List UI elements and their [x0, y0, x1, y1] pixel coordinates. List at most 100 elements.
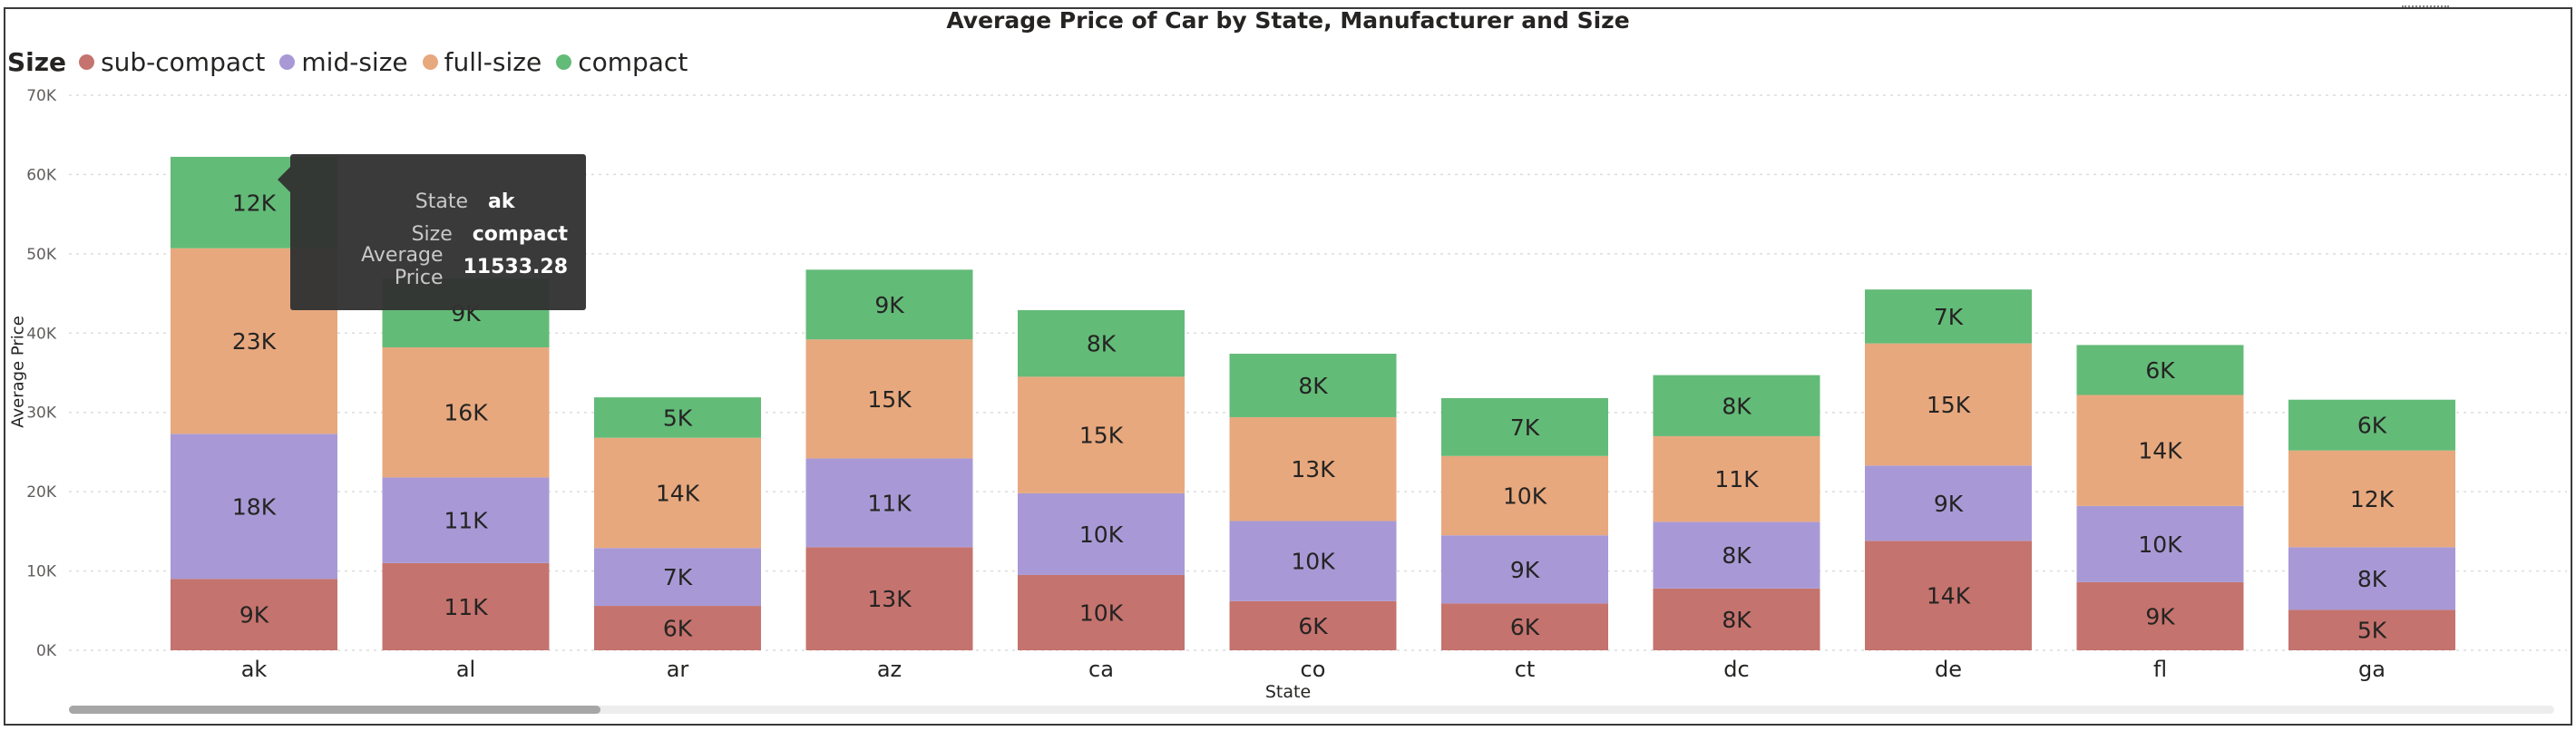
- data-label: 11K: [444, 508, 488, 534]
- bar-full-size-ar[interactable]: [594, 437, 761, 549]
- bar-mid-size-de[interactable]: [1865, 465, 2032, 541]
- bar-sub-compact-dc[interactable]: [1653, 588, 1820, 650]
- bar-full-size-ga[interactable]: [2288, 450, 2455, 548]
- data-label: 18K: [232, 493, 277, 520]
- legend-item-mid-size[interactable]: mid-size: [279, 46, 408, 77]
- legend: Size sub-compact mid-size full-size comp…: [7, 44, 702, 80]
- x-tick-label: az: [877, 657, 902, 682]
- data-label: 6K: [2357, 413, 2387, 439]
- bar-compact-ar[interactable]: [594, 397, 761, 438]
- horizontal-scrollbar-thumb[interactable]: [69, 706, 600, 714]
- bar-compact-ga[interactable]: [2288, 399, 2455, 451]
- bar-mid-size-ga[interactable]: [2288, 547, 2455, 610]
- data-label: 13K: [867, 586, 912, 612]
- tooltip-arrow: [278, 167, 290, 192]
- x-tick-label: ct: [1515, 657, 1536, 682]
- data-label: 9K: [874, 292, 904, 318]
- bar-full-size-dc[interactable]: [1653, 435, 1820, 522]
- bar-compact-ca[interactable]: [1018, 309, 1185, 377]
- bar-mid-size-az[interactable]: [805, 458, 973, 548]
- data-label: 11K: [444, 594, 488, 620]
- bar-sub-compact-al[interactable]: [382, 562, 550, 650]
- bar-sub-compact-de[interactable]: [1865, 541, 2032, 650]
- bar-mid-size-co[interactable]: [1229, 521, 1397, 601]
- y-tick-label: 70K: [26, 87, 57, 105]
- bar-mid-size-dc[interactable]: [1653, 521, 1820, 589]
- legend-label: compact: [578, 46, 688, 77]
- bar-full-size-az[interactable]: [805, 339, 973, 459]
- data-label: 6K: [1510, 614, 1540, 640]
- data-label: 7K: [663, 564, 693, 590]
- bar-mid-size-fl[interactable]: [2076, 505, 2244, 582]
- legend-item-sub-compact[interactable]: sub-compact: [79, 47, 265, 77]
- bar-mid-size-al[interactable]: [382, 477, 550, 563]
- y-tick-label: 20K: [26, 483, 57, 502]
- bar-compact-ct[interactable]: [1441, 397, 1608, 456]
- data-label: 8K: [1087, 331, 1117, 357]
- bar-mid-size-ca[interactable]: [1018, 492, 1185, 575]
- y-tick-label: 60K: [26, 166, 57, 184]
- bar-full-size-de[interactable]: [1865, 343, 2032, 466]
- x-tick-label: ak: [241, 657, 268, 682]
- bar-sub-compact-co[interactable]: [1229, 600, 1397, 650]
- y-tick-label: 0K: [36, 642, 57, 660]
- tooltip-row-state: State ak: [308, 185, 568, 218]
- legend-title: Size: [7, 46, 67, 77]
- bar-sub-compact-ga[interactable]: [2288, 609, 2455, 650]
- bar-sub-compact-az[interactable]: [805, 547, 973, 650]
- data-label: 15K: [867, 386, 912, 413]
- legend-label: mid-size: [301, 46, 408, 77]
- data-label: 8K: [2357, 566, 2387, 592]
- legend-dot-compact: [556, 54, 572, 70]
- data-label: 13K: [1291, 456, 1335, 482]
- bar-sub-compact-ak[interactable]: [171, 579, 337, 650]
- bar-full-size-co[interactable]: [1229, 416, 1397, 521]
- legend-label: sub-compact: [101, 46, 266, 77]
- data-label: 5K: [2357, 618, 2387, 644]
- bar-compact-az[interactable]: [805, 269, 973, 340]
- x-tick-label: ca: [1088, 657, 1114, 682]
- legend-item-full-size[interactable]: full-size: [422, 46, 542, 77]
- bar-full-size-ca[interactable]: [1018, 376, 1185, 493]
- bar-full-size-ct[interactable]: [1441, 455, 1608, 536]
- bar-mid-size-ak[interactable]: [171, 434, 337, 580]
- data-label: 14K: [1927, 583, 1971, 609]
- data-label: 14K: [656, 480, 700, 506]
- data-label: 12K: [232, 190, 277, 216]
- data-label: 10K: [1079, 521, 1124, 548]
- data-label: 6K: [663, 616, 693, 642]
- legend-dot-full-size: [422, 54, 438, 70]
- data-label: 6K: [2145, 357, 2175, 384]
- x-tick-label: al: [456, 657, 475, 682]
- bar-compact-de[interactable]: [1865, 289, 2032, 344]
- bar-compact-fl[interactable]: [2076, 345, 2244, 395]
- legend-dot-mid-size: [279, 54, 296, 70]
- x-tick-label: fl: [2153, 657, 2167, 682]
- x-tick-label: dc: [1723, 657, 1749, 682]
- data-label: 9K: [1510, 557, 1540, 583]
- bar-compact-co[interactable]: [1229, 354, 1397, 417]
- chart-title: Average Price of Car by State, Manufactu…: [946, 7, 1630, 34]
- bar-compact-dc[interactable]: [1653, 375, 1820, 436]
- legend-item-compact[interactable]: compact: [556, 47, 688, 77]
- horizontal-scrollbar-track[interactable]: [69, 706, 2554, 714]
- legend-label: full-size: [444, 46, 542, 77]
- y-tick-label: 10K: [26, 563, 57, 581]
- bar-sub-compact-ca[interactable]: [1018, 574, 1185, 650]
- data-label: 9K: [1934, 491, 1964, 517]
- bar-sub-compact-fl[interactable]: [2076, 581, 2244, 650]
- bar-mid-size-ct[interactable]: [1441, 535, 1608, 604]
- bar-full-size-al[interactable]: [382, 347, 550, 478]
- data-label: 8K: [1722, 393, 1751, 419]
- bar-full-size-fl[interactable]: [2076, 395, 2244, 506]
- data-label: 10K: [1503, 483, 1547, 510]
- visual-frame: [4, 7, 2572, 726]
- bar-sub-compact-ar[interactable]: [594, 606, 761, 650]
- tooltip-value: 11533.28: [463, 255, 568, 278]
- data-label: 5K: [663, 404, 693, 431]
- tooltip: State ak Size compact Average Price 1153…: [278, 154, 586, 310]
- bar-sub-compact-ct[interactable]: [1441, 603, 1608, 650]
- bar-mid-size-ar[interactable]: [594, 548, 761, 607]
- x-tick-label: co: [1301, 657, 1326, 682]
- data-label: 8K: [1298, 373, 1328, 399]
